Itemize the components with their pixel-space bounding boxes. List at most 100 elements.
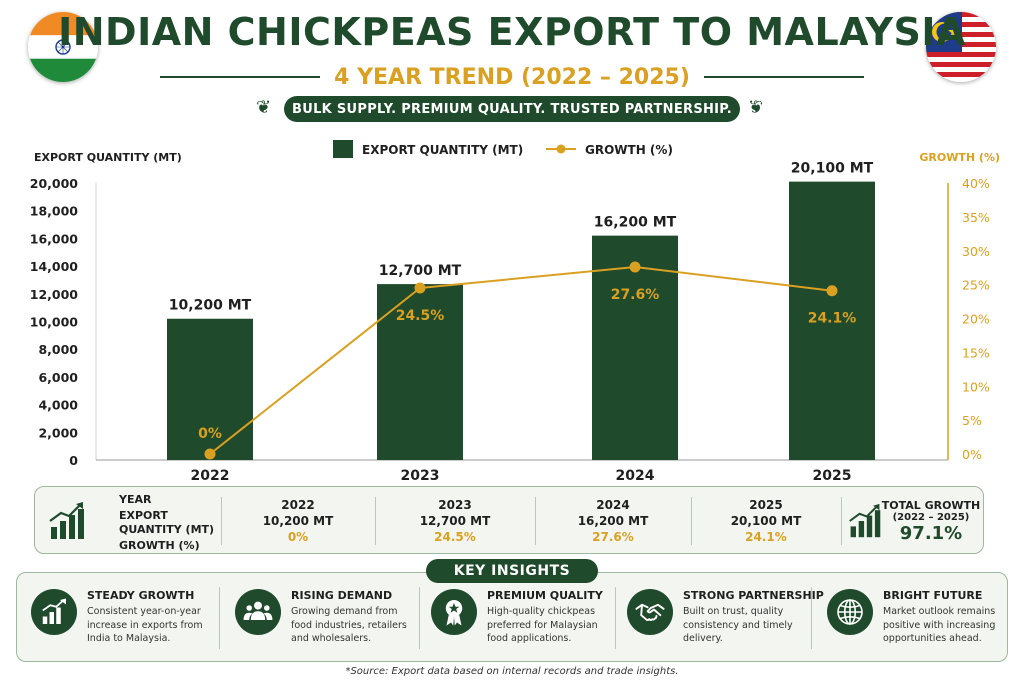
legend-bar-swatch [333,140,353,158]
y2-tick-label: 0% [962,447,982,462]
bar-data-label: 20,100 MT [791,161,874,177]
row-label-quantity: EXPORT QUANTITY (MT) [119,509,215,536]
insight-text: High-quality chickpeas preferred for Mal… [487,606,598,644]
quantity-value: 10,200 MT [262,514,334,528]
growth-chart-icon [849,503,881,538]
page-title: INDIAN CHICKPEAS EXPORT TO MALAYSIA [58,10,966,54]
growth-point [826,285,838,297]
table-column-2024: 2024 16,200 MT 27.6% [535,487,691,555]
quantity-value: 12,700 MT [419,514,491,528]
quality-badge-icon [431,589,477,635]
insight-text: Market outlook remains positive with inc… [883,606,996,644]
x-tick-label: 2023 [401,468,440,484]
y2-tick-label: 5% [962,413,982,428]
growth-data-label: 24.1% [808,311,857,327]
legend-label-growth: GROWTH (%) [585,143,673,157]
bar-data-label: 16,200 MT [594,215,677,231]
growth-line [209,266,833,455]
insight-steady-growth: STEADY GROWTH Consistent year-on-year in… [21,573,219,663]
bar [167,318,253,460]
insight-premium-quality: PREMIUM QUALITY High-quality chickpeas p… [421,573,619,663]
growth-data-label: 24.5% [396,308,445,324]
divider [219,587,220,649]
x-tick-label: 2022 [191,468,230,484]
insight-bright-future: BRIGHT FUTURE Market outlook remains pos… [817,573,1007,663]
divider [615,587,616,649]
y-tick-label: 2,000 [38,425,78,440]
key-insights-heading: KEY INSIGHTS [426,559,598,583]
insight-strong-partnership: STRONG PARTNERSHIP Built on trust, quali… [617,573,824,663]
y2-tick-label: 25% [962,278,990,293]
total-growth: TOTAL GROWTH (2022 – 2025) 97.1% [877,487,985,555]
row-label-year: YEAR [119,493,152,506]
y-tick-label: 20,000 [30,176,79,191]
insight-text: Consistent year-on-year increase in expo… [87,606,203,644]
quantity-value: 20,100 MT [730,514,802,528]
x-tick-label: 2024 [616,468,655,484]
total-growth-label: TOTAL GROWTH [881,498,981,512]
x-tick-label: 2025 [813,468,852,484]
legend-label-quantity: EXPORT QUANTITY (MT) [362,143,523,157]
leaf-icon: ❦ [256,97,272,118]
insight-title: PREMIUM QUALITY [487,589,603,602]
divider [841,497,842,545]
year-value: 2025 [749,498,783,512]
growth-point [414,282,426,294]
legend-marker [556,144,566,154]
summary-table: YEAR EXPORT QUANTITY (MT) GROWTH (%) 202… [34,486,984,554]
table-column-2023: 2023 12,700 MT 24.5% [375,487,535,555]
insight-title: BRIGHT FUTURE [883,589,983,602]
bar-data-label: 12,700 MT [379,263,462,279]
page-subtitle: 4 YEAR TREND (2022 – 2025) [334,64,690,90]
y2-tick-label: 40% [962,176,990,191]
divider [691,497,692,545]
divider [375,497,376,545]
growth-value: 24.5% [434,530,476,544]
combo-chart: EXPORT QUANTITY (MT) GROWTH (%) EXPORT QUA… [30,140,1000,484]
growth-data-label: 0% [198,426,222,442]
total-growth-period: (2022 – 2025) [892,511,970,523]
y2-tick-label: 10% [962,379,990,394]
insight-rising-demand: RISING DEMAND Growing demand from food i… [225,573,423,663]
y2-tick-label: 20% [962,312,990,327]
y-axis-title: EXPORT QUANTITY (MT) [34,151,182,164]
key-insights-panel: STEADY GROWTH Consistent year-on-year in… [16,572,1008,662]
divider [160,76,321,78]
growth-value: 24.1% [745,530,787,544]
insight-title: STEADY GROWTH [87,589,195,602]
subtitle-row: 4 YEAR TREND (2022 – 2025) [160,62,864,92]
bar-data-label: 10,200 MT [169,298,252,314]
y-tick-label: 16,000 [30,231,79,246]
growth-chart-icon [49,502,84,539]
handshake-icon [627,589,673,635]
y-tick-label: 0 [69,453,78,468]
growth-point [629,261,641,273]
leaf-icon: ❦ [748,97,764,118]
table-column-2025: 2025 20,100 MT 24.1% [691,487,841,555]
year-value: 2022 [281,498,315,512]
y2-tick-label: 30% [962,244,990,259]
y-tick-label: 14,000 [30,259,79,274]
tagline-badge: BULK SUPPLY. PREMIUM QUALITY. TRUSTED PA… [284,96,740,122]
y2-tick-label: 15% [962,345,990,360]
y-tick-label: 6,000 [38,370,78,385]
divider [535,497,536,545]
y-tick-label: 4,000 [38,398,78,413]
divider [419,587,420,649]
growth-point [204,448,216,460]
quantity-value: 16,200 MT [577,514,649,528]
bar-chart-growth-icon [31,589,77,635]
row-label-growth: GROWTH (%) [119,539,200,552]
growth-value: 0% [287,530,309,544]
divider [221,497,222,545]
year-value: 2023 [438,498,472,512]
year-value: 2024 [596,498,630,512]
growth-data-label: 27.6% [611,287,660,303]
insight-text: Built on trust, quality consistency and … [683,606,793,644]
total-growth-value: 97.1% [899,522,963,544]
bar [789,181,875,461]
globe-icon [827,589,873,635]
growth-value: 27.6% [592,530,634,544]
y-tick-label: 12,000 [30,287,79,302]
people-group-icon [235,589,281,635]
